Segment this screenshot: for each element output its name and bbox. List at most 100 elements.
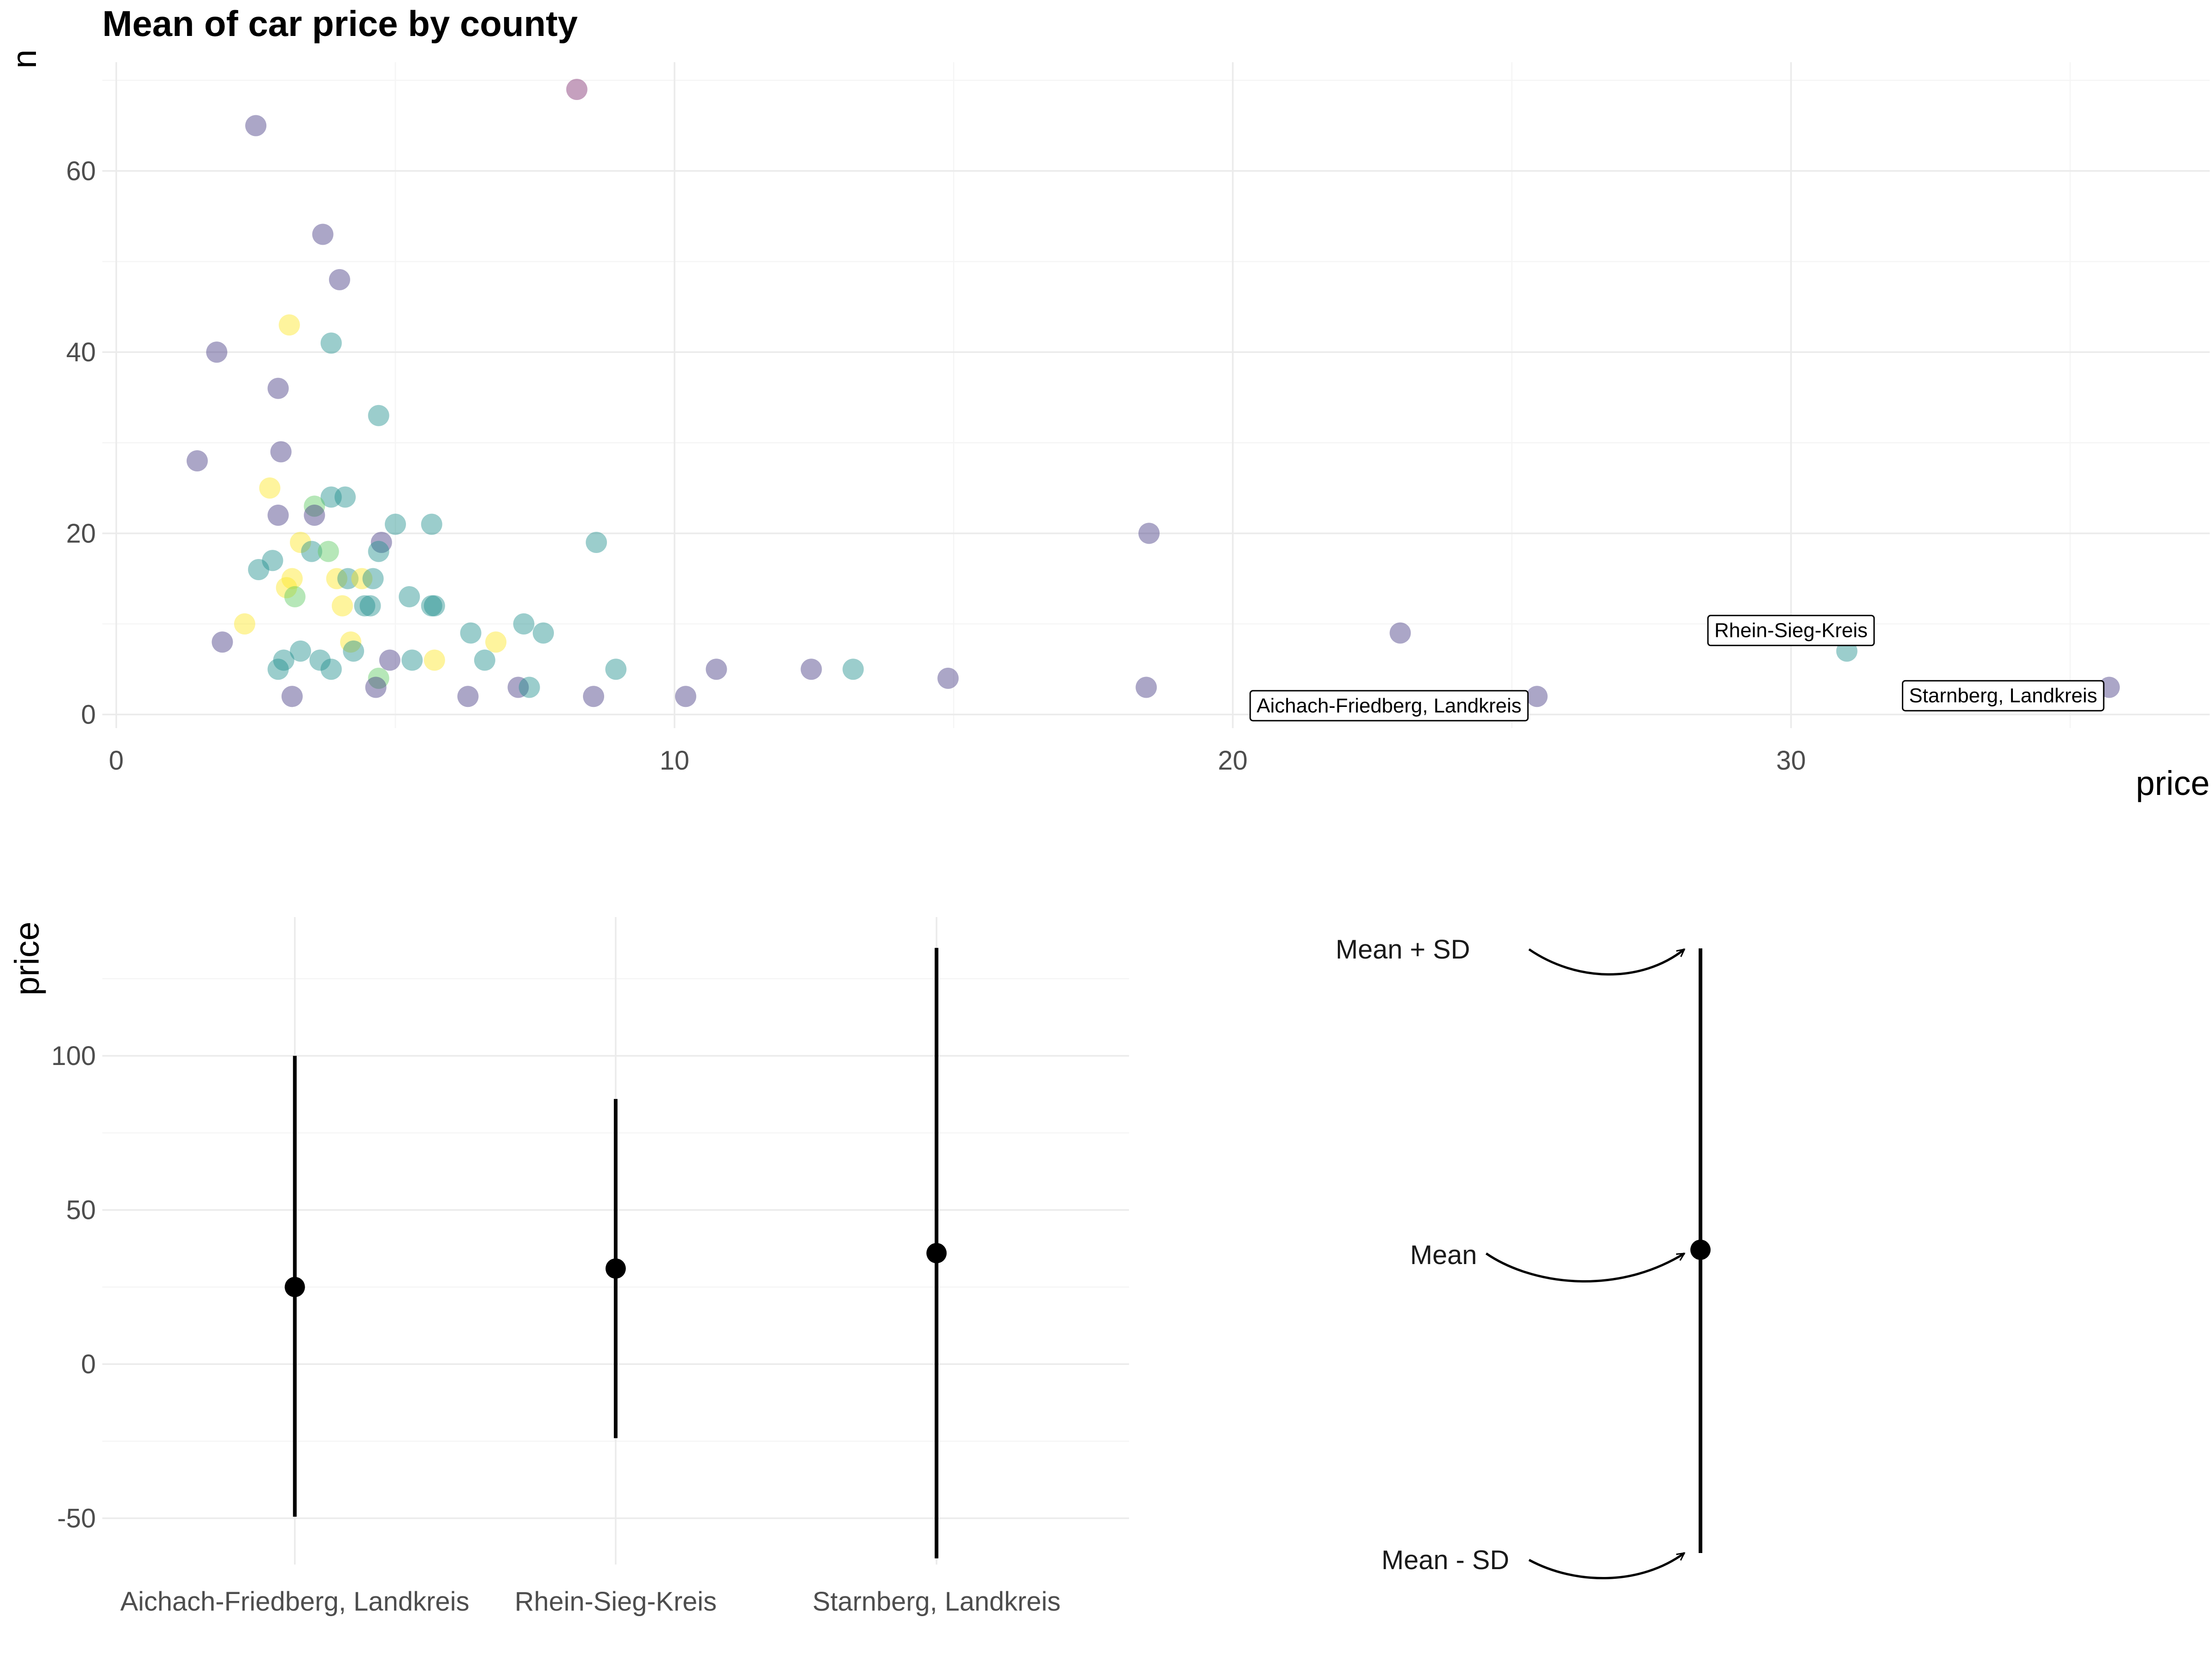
scatter-point: [706, 659, 727, 680]
scatter-point: [281, 568, 303, 589]
scatter-point: [262, 550, 283, 571]
scatter-label-box: [1707, 615, 1875, 647]
errorbar-panel: -50 0 50 100 Aichach-Friedberg, Landkreis Rhe…: [8, 917, 1129, 1617]
scatter-x-tick-label: 20: [1218, 746, 1248, 776]
scatter-point: [1138, 523, 1160, 544]
scatter-point: [583, 686, 605, 707]
scatter-point: [343, 640, 365, 662]
scatter-label-text: Starnberg, Landkreis: [1909, 684, 2097, 707]
chart-title: Mean of car price by county: [102, 3, 578, 44]
scatter-point: [326, 568, 347, 589]
scatter-point: [281, 686, 303, 707]
scatter-point: [485, 631, 507, 653]
scatter-label: Starnberg, Landkreis: [1902, 680, 2105, 712]
scatter-x-axis-title: price: [2136, 764, 2210, 802]
scatter-point: [270, 441, 292, 463]
legend-label-mean: Mean: [1410, 1240, 1477, 1270]
legend-arrow-mean-plus-sd: [1528, 949, 1684, 976]
scatter-point: [586, 531, 607, 553]
scatter-label-text: Aichach-Friedberg, Landkreis: [1257, 694, 1522, 717]
scatter-point: [460, 622, 482, 644]
errorbar-mean-point: [284, 1277, 305, 1297]
scatter-tick-labels: 0 10 20 30 0 20 40 60: [66, 156, 1806, 776]
scatter-point: [329, 269, 350, 290]
scatter-point: [290, 640, 312, 662]
scatter-y-axis-title: n: [5, 49, 43, 68]
scatter-x-tick-label: 0: [109, 746, 124, 776]
legend-label-mean-plus-sd: Mean + SD: [1335, 935, 1470, 965]
scatter-point: [359, 595, 381, 617]
scatter-point: [318, 541, 339, 562]
scatter-point: [245, 115, 267, 136]
scatter-x-tick-label: 10: [659, 746, 689, 776]
errorbar-y-tick-label: 50: [66, 1195, 96, 1225]
scatter-point: [276, 577, 297, 599]
scatter-point: [605, 659, 627, 680]
scatter-labels: Rhein-Sieg-Kreis Starnberg, Landkreis Aich…: [1249, 615, 2105, 722]
scatter-point: [365, 677, 387, 698]
errorbar-marks: [284, 947, 947, 1559]
scatter-point: [354, 595, 376, 617]
scatter-point: [304, 495, 325, 517]
scatter-point: [424, 649, 445, 671]
scatter-panel: Rhein-Sieg-Kreis Starnberg, Landkreis Aich…: [5, 3, 2210, 802]
scatter-y-tick-label: 20: [66, 518, 96, 548]
scatter-point: [474, 649, 495, 671]
scatter-point: [368, 405, 389, 426]
scatter-point: [267, 659, 289, 680]
scatter-y-tick-label: 40: [66, 337, 96, 367]
scatter-point: [273, 649, 294, 671]
errorbar-mean-point: [926, 1243, 947, 1264]
scatter-point: [675, 686, 696, 707]
scatter-point: [334, 486, 356, 508]
errorbar-x-tick-label: Rhein-Sieg-Kreis: [515, 1587, 717, 1617]
scatter-point: [320, 486, 342, 508]
scatter-point: [331, 595, 353, 617]
errorbar-x-tick-label: Aichach-Friedberg, Landkreis: [120, 1587, 470, 1617]
scatter-point: [301, 541, 323, 562]
scatter-point: [337, 568, 359, 589]
scatter-point: [421, 595, 442, 617]
legend-label-mean-minus-sd: Mean - SD: [1382, 1545, 1509, 1575]
errorbar-y-tick-label: -50: [57, 1504, 96, 1534]
scatter-point: [186, 450, 208, 472]
errorbar-tick-labels: -50 0 50 100 Aichach-Friedberg, Landkreis Rhe…: [51, 1041, 1060, 1617]
scatter-label-text: Rhein-Sieg-Kreis: [1714, 619, 1868, 642]
legend-arrow-mean: [1485, 1252, 1684, 1283]
scatter-point: [278, 314, 300, 336]
scatter-point: [379, 649, 400, 671]
scatter-point: [320, 332, 342, 354]
scatter-point: [371, 531, 392, 553]
errorbar-mean-point: [606, 1258, 626, 1279]
legend-mean-point: [1690, 1240, 1711, 1260]
scatter-point: [532, 622, 554, 644]
scatter-point: [234, 613, 255, 635]
scatter-point: [320, 659, 342, 680]
errorbar-y-axis-title: price: [8, 922, 46, 995]
scatter-point: [566, 78, 588, 100]
scatter-y-tick-label: 0: [81, 700, 96, 730]
scatter-point: [309, 649, 331, 671]
scatter-point: [401, 649, 423, 671]
scatter-point: [1135, 677, 1157, 698]
scatter-point: [212, 631, 233, 653]
scatter-point: [424, 595, 445, 617]
scatter-point: [304, 504, 325, 526]
scatter-point: [421, 513, 442, 535]
scatter-x-tick-label: 30: [1776, 746, 1806, 776]
scatter-point: [457, 686, 479, 707]
errorbar-x-tick-label: Starnberg, Landkreis: [812, 1587, 1060, 1617]
errorbar-y-tick-label: 100: [51, 1041, 96, 1071]
scatter-point: [206, 341, 228, 363]
scatter-point: [1526, 686, 1548, 707]
scatter-label-box: [1249, 690, 1529, 722]
scatter-point: [290, 531, 312, 553]
scatter-label: Rhein-Sieg-Kreis: [1707, 615, 1875, 647]
scatter-point: [368, 541, 389, 562]
legend-illustration: Mean + SD Mean Mean - SD: [1335, 935, 1711, 1579]
scatter-point: [267, 377, 289, 399]
scatter-point: [284, 586, 306, 607]
scatter-point: [259, 477, 281, 499]
scatter-point: [513, 613, 535, 635]
